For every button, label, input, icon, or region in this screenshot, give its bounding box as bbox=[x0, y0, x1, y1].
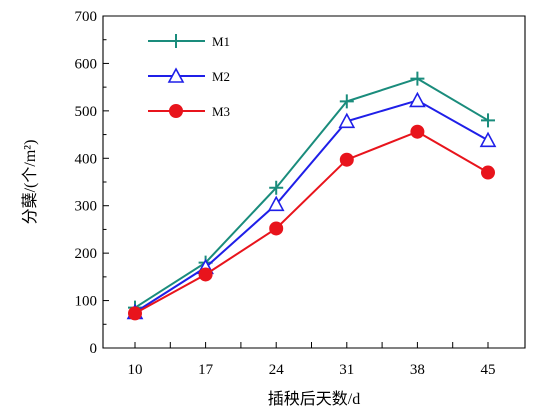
data-point-M1 bbox=[410, 71, 425, 86]
legend-label: M3 bbox=[212, 104, 230, 119]
series-M3 bbox=[128, 124, 495, 321]
x-tick-label: 17 bbox=[198, 362, 214, 378]
y-axis-title: 分蘖/(个/m²) bbox=[21, 140, 39, 225]
series-layer bbox=[126, 71, 497, 321]
data-point-M3 bbox=[128, 306, 142, 321]
x-tick-label: 24 bbox=[269, 362, 285, 378]
x-axis-title: 插秧后天数/d bbox=[268, 390, 360, 408]
legend: M1 M2 M3 bbox=[148, 34, 230, 119]
x-tick-label: 31 bbox=[339, 362, 354, 378]
data-point-M3 bbox=[198, 267, 213, 282]
legend-item-M3: M3 bbox=[148, 104, 230, 119]
data-point-M1 bbox=[269, 180, 284, 195]
x-tick-label: 10 bbox=[128, 362, 143, 378]
legend-item-M2: M2 bbox=[148, 67, 230, 84]
series-line-M3 bbox=[134, 130, 489, 315]
data-point-M3 bbox=[410, 124, 425, 139]
legend-item-M1: M1 bbox=[148, 34, 230, 49]
y-tick-label: 200 bbox=[75, 246, 98, 262]
y-tick-label: 300 bbox=[75, 199, 98, 215]
y-tick-label: 600 bbox=[75, 56, 98, 72]
legend-label: M1 bbox=[212, 34, 230, 49]
legend-marker bbox=[169, 34, 183, 48]
x-tick-label: 38 bbox=[410, 362, 425, 378]
y-tick-label: 0 bbox=[90, 341, 98, 357]
axes: 0 100 200 300 400 500 600 700 10 17 24 31 38 45 bbox=[75, 9, 526, 378]
data-point-M2 bbox=[338, 112, 356, 129]
data-point-M2 bbox=[267, 195, 285, 212]
legend-label: M2 bbox=[212, 69, 230, 84]
legend-marker bbox=[169, 104, 183, 118]
data-point-M3 bbox=[481, 165, 495, 180]
data-point-M2 bbox=[479, 131, 497, 148]
data-point-M1 bbox=[481, 113, 495, 128]
data-point-M3 bbox=[339, 152, 354, 167]
y-tick-label: 500 bbox=[75, 104, 98, 120]
data-point-M2 bbox=[409, 91, 426, 108]
plot-frame bbox=[102, 15, 526, 349]
data-point-M1 bbox=[339, 94, 354, 109]
series-line-M1 bbox=[134, 77, 489, 309]
legend-marker bbox=[167, 67, 185, 83]
x-tick-label: 45 bbox=[481, 362, 496, 378]
data-point-M3 bbox=[269, 221, 284, 236]
y-tick-label: 400 bbox=[75, 151, 98, 167]
y-tick-label: 700 bbox=[75, 9, 98, 25]
series-M2 bbox=[126, 91, 497, 320]
y-tick-label: 100 bbox=[75, 294, 98, 310]
series-line-M2 bbox=[134, 99, 489, 314]
